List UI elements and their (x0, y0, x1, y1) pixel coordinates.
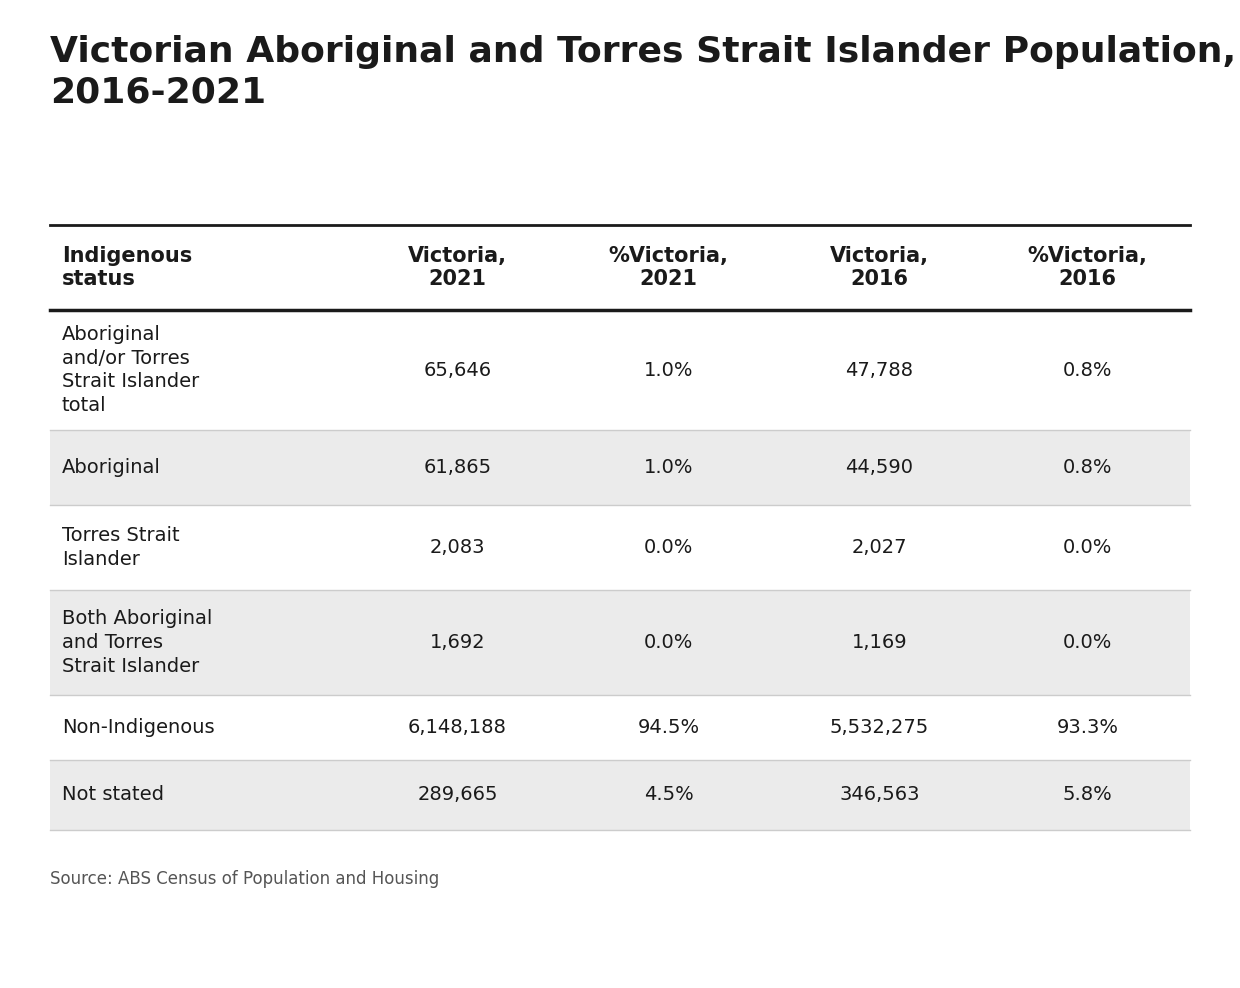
Text: 2,083: 2,083 (430, 538, 485, 557)
Text: 0.0%: 0.0% (1063, 538, 1112, 557)
Text: 1,692: 1,692 (430, 633, 485, 652)
Text: Not stated: Not stated (62, 785, 164, 804)
Bar (50, 760, 1190, 830)
Text: 4.5%: 4.5% (644, 785, 693, 804)
Bar (50, 695, 1190, 760)
Text: 0.8%: 0.8% (1063, 361, 1112, 379)
Text: %Victoria,
2016: %Victoria, 2016 (1028, 246, 1147, 289)
Text: %Victoria,
2021: %Victoria, 2021 (609, 246, 728, 289)
Text: 1.0%: 1.0% (644, 458, 693, 477)
Text: Non-Indigenous: Non-Indigenous (62, 718, 215, 737)
Text: Aboriginal
and/or Torres
Strait Islander
total: Aboriginal and/or Torres Strait Islander… (62, 325, 200, 415)
Bar (50, 505, 1190, 590)
Text: Indigenous
status: Indigenous status (62, 246, 192, 289)
Text: 0.0%: 0.0% (644, 633, 693, 652)
Text: 93.3%: 93.3% (1056, 718, 1118, 737)
Text: Torres Strait
Islander: Torres Strait Islander (62, 527, 180, 569)
Text: Source: ABS Census of Population and Housing: Source: ABS Census of Population and Hou… (50, 870, 439, 888)
Text: 61,865: 61,865 (424, 458, 491, 477)
Text: 94.5%: 94.5% (637, 718, 699, 737)
Text: 2,027: 2,027 (852, 538, 908, 557)
Text: Victorian Aboriginal and Torres Strait Islander Population,
2016-2021: Victorian Aboriginal and Torres Strait I… (50, 35, 1236, 110)
Text: Both Aboriginal
and Torres
Strait Islander: Both Aboriginal and Torres Strait Island… (62, 610, 212, 676)
Text: 65,646: 65,646 (424, 361, 491, 379)
Text: 0.0%: 0.0% (1063, 633, 1112, 652)
Text: 0.0%: 0.0% (644, 538, 693, 557)
Bar (50, 310, 1190, 430)
Text: 5,532,275: 5,532,275 (830, 718, 929, 737)
Text: 346,563: 346,563 (839, 785, 920, 804)
Text: 0.8%: 0.8% (1063, 458, 1112, 477)
Text: Victoria,
2016: Victoria, 2016 (830, 246, 929, 289)
Text: Aboriginal: Aboriginal (62, 458, 161, 477)
Text: 47,788: 47,788 (846, 361, 914, 379)
Bar (50, 590, 1190, 695)
Text: 6,148,188: 6,148,188 (408, 718, 507, 737)
Text: 1.0%: 1.0% (644, 361, 693, 379)
Bar (50, 430, 1190, 505)
Text: Victoria,
2021: Victoria, 2021 (408, 246, 507, 289)
Text: 289,665: 289,665 (418, 785, 497, 804)
Text: 44,590: 44,590 (846, 458, 914, 477)
Text: 5.8%: 5.8% (1063, 785, 1112, 804)
Text: 1,169: 1,169 (852, 633, 908, 652)
